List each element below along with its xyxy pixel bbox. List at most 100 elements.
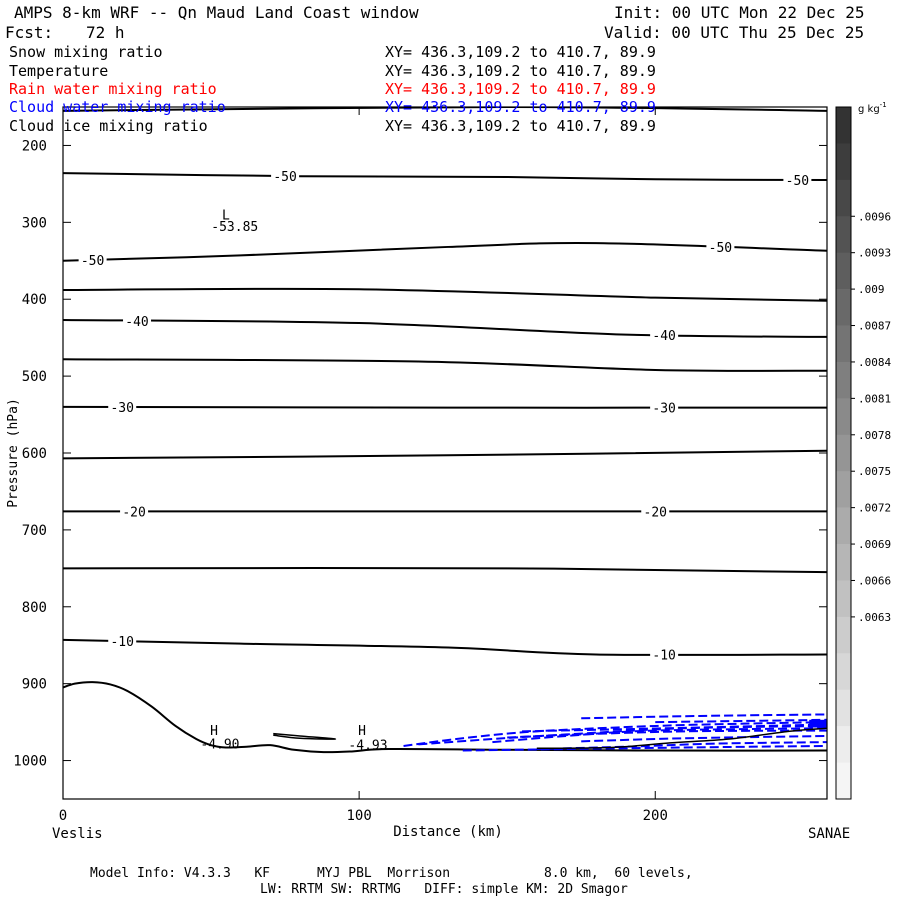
colorbar-tick-label: .0078	[858, 429, 891, 442]
cloud-water-contour	[507, 729, 827, 739]
isotherm-label: -40	[652, 329, 675, 344]
colorbar-swatch	[836, 726, 851, 763]
y-tick-label: 900	[22, 677, 47, 693]
cloud-ice-contour	[273, 732, 337, 740]
colorbar-swatch	[836, 252, 851, 290]
cloud-water-contours	[403, 713, 827, 752]
isotherm-label: -50	[709, 241, 732, 256]
colorbar-tick-label: .009	[858, 283, 885, 296]
extremum-annotation: L	[222, 209, 230, 224]
colorbar-tick-label: .0087	[858, 320, 891, 333]
isotherm-label: -30	[110, 401, 133, 416]
extremum-annotation: -53.85	[211, 220, 258, 235]
colorbar-swatch	[836, 434, 851, 472]
colorbar-swatch	[836, 361, 851, 399]
field-xy: XY= 436.3,109.2 to 410.7, 89.9	[385, 98, 656, 116]
y-tick-label: 1000	[13, 754, 47, 770]
isotherm-label-bg	[108, 634, 137, 649]
isotherm-line	[63, 449, 827, 460]
forecast-hour: 72 h	[86, 23, 125, 42]
init-time: Init: 00 UTC Mon 22 Dec 25	[614, 3, 865, 22]
cloud-water-contour	[403, 721, 827, 747]
isotherm-label: -50	[81, 254, 104, 269]
extremum-annotation: H	[210, 724, 218, 739]
y-tick-label: 700	[22, 523, 47, 539]
isotherm-label-bg	[650, 328, 679, 343]
y-tick-label: 400	[22, 292, 47, 308]
colorbar-swatch	[836, 653, 851, 691]
extremum-annotation: -4.93	[348, 738, 387, 753]
field-name: Rain water mixing ratio	[9, 80, 217, 98]
field-name: Temperature	[9, 62, 109, 80]
x-axis-label: Distance (km)	[393, 824, 503, 840]
isotherm-line	[63, 638, 827, 656]
isotherm-line	[63, 567, 827, 574]
x-endpoint-right-label: SANAE	[808, 826, 850, 842]
forecast-label: Fcst:	[5, 23, 54, 42]
y-tick-label: 800	[22, 600, 47, 616]
y-tick-label: 200	[22, 138, 47, 154]
colorbar-tick-label: .0081	[858, 392, 891, 405]
colorbar-swatch	[836, 580, 851, 618]
field-xy: XY= 436.3,109.2 to 410.7, 89.9	[385, 43, 656, 61]
cloud-ice-contour	[536, 727, 827, 750]
y-tick-label: 500	[22, 369, 47, 385]
isotherm-label-bg	[650, 400, 679, 415]
chart-title: AMPS 8-km WRF -- Qn Maud Land Coast wind…	[14, 3, 419, 22]
colorbar-swatch	[836, 616, 851, 654]
colorbar-swatch	[836, 689, 851, 727]
cloud-water-core	[809, 719, 827, 728]
cloud-water-contour	[581, 734, 827, 743]
isotherm-line	[63, 358, 827, 372]
colorbar-tick-label: .0066	[858, 574, 891, 587]
isotherm-label: -10	[652, 648, 675, 663]
colorbar: .0096 .0093 .009 .0087 .0084 .0081 .0078 .0075.…	[835, 106, 891, 800]
colorbar-tick-label: .0093	[858, 247, 891, 260]
colorbar-swatch	[836, 179, 851, 217]
cloud-water-contour	[581, 713, 827, 720]
colorbar-swatch	[836, 762, 851, 800]
colorbar-swatch	[836, 398, 851, 436]
isotherm-label-bg	[120, 504, 149, 519]
field-name: Snow mixing ratio	[9, 43, 163, 61]
valid-time: Valid: 00 UTC Thu 25 Dec 25	[604, 23, 865, 42]
x-endpoint-left-label: Veslis	[52, 826, 103, 842]
colorbar-unit-label: g kg-1	[858, 101, 887, 115]
colorbar-swatch	[836, 289, 851, 326]
isotherm-label: -30	[652, 402, 675, 417]
colorbar-tick-label: .0075	[858, 465, 891, 478]
field-name: Cloud ice mixing ratio	[9, 117, 208, 135]
isotherm-label: -20	[644, 505, 667, 520]
field-xy: XY= 436.3,109.2 to 410.7, 89.9	[385, 80, 656, 98]
isotherm-label-bg	[78, 252, 107, 267]
isotherm-line	[63, 318, 827, 338]
isotherm-label-bg	[783, 172, 812, 187]
isotherm-label-bg	[641, 504, 670, 519]
colorbar-tick-label: .0063	[858, 611, 891, 624]
x-tick-label: 200	[643, 808, 668, 824]
colorbar-tick-label: .0069	[858, 538, 891, 551]
isotherm-label-bg	[706, 240, 735, 255]
y-axis-label: Pressure (hPa)	[6, 398, 21, 508]
extremum-annotation: H	[358, 724, 366, 739]
colorbar-swatch	[836, 143, 851, 181]
colorbar-swatch	[836, 471, 851, 508]
isotherm-label-bg	[271, 169, 300, 184]
isotherm-line	[63, 287, 827, 302]
colorbar-swatch	[836, 544, 851, 581]
isotherm-label: -50	[273, 170, 296, 185]
field-name: Cloud water mixing ratio	[9, 98, 226, 116]
isotherm-label: -10	[110, 635, 133, 650]
temperature-isotherms	[63, 107, 827, 656]
extremum-annotation: -4.90	[200, 738, 239, 753]
colorbar-frame	[835, 106, 852, 800]
x-tick-label: 100	[346, 808, 371, 824]
colorbar-swatch	[836, 216, 851, 253]
colorbar-swatch	[836, 107, 851, 144]
isotherm-label: -40	[125, 315, 148, 330]
isotherm-label-bg	[108, 399, 137, 414]
cloud-water-contour	[462, 744, 827, 752]
cloud-water-contour	[492, 727, 827, 744]
cloud-water-contour	[521, 723, 827, 733]
